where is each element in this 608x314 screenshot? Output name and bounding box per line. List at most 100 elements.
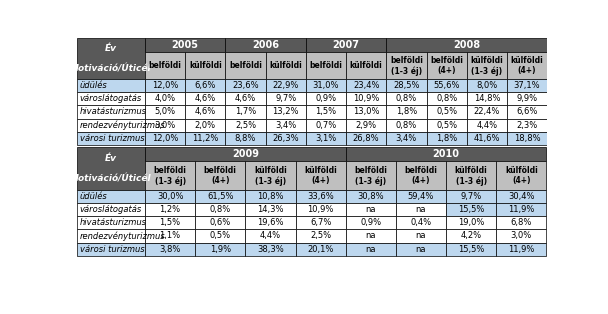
Text: belföldi
(1-3 éj): belföldi (1-3 éj) [154,165,187,186]
Bar [195,230,246,242]
Text: 2,0%: 2,0% [195,121,216,130]
Bar [346,106,386,118]
Text: 0,8%: 0,8% [436,95,457,103]
Text: külföldi
(1-3 éj): külföldi (1-3 éj) [471,56,503,76]
Bar [427,92,467,106]
Bar [295,230,346,242]
Bar [427,106,467,118]
Text: 12,0%: 12,0% [152,81,178,90]
Bar [446,190,496,203]
Text: 2,3%: 2,3% [516,121,537,130]
Bar [446,242,496,256]
Text: 23,4%: 23,4% [353,81,379,90]
Bar [185,92,226,106]
Bar [507,79,547,92]
Bar [295,203,346,216]
Text: 11,2%: 11,2% [192,134,218,143]
Text: belföldi: belföldi [229,61,262,70]
Text: 0,8%: 0,8% [396,121,417,130]
Text: 14,8%: 14,8% [474,95,500,103]
Bar [145,79,185,92]
Text: 0,4%: 0,4% [410,218,432,227]
Bar [346,161,396,190]
Text: 0,9%: 0,9% [360,218,381,227]
Text: 59,4%: 59,4% [408,192,434,201]
Text: 2006: 2006 [252,41,279,50]
Text: 0,7%: 0,7% [316,121,337,130]
Text: 3,8%: 3,8% [159,245,181,253]
Bar [467,79,507,92]
Bar [507,106,547,118]
Bar [427,132,467,145]
Text: 4,4%: 4,4% [260,231,281,241]
Bar [306,132,346,145]
Bar [386,106,427,118]
Text: 4,4%: 4,4% [476,121,497,130]
Bar [306,106,346,118]
Bar [306,92,346,106]
Bar [386,52,427,79]
Text: 10,8%: 10,8% [257,192,284,201]
Bar [346,216,396,230]
Bar [246,242,295,256]
Bar [346,147,547,161]
Text: belföldi
(4+): belföldi (4+) [430,56,463,75]
Text: hivatásturizmus: hivatásturizmus [80,107,147,116]
Bar [77,118,145,132]
Text: 6,8%: 6,8% [511,218,532,227]
Bar [346,203,396,216]
Text: 4,2%: 4,2% [461,231,482,241]
Bar [386,79,427,92]
Bar [427,52,467,79]
Text: 11,9%: 11,9% [508,205,534,214]
Bar [246,203,295,216]
Bar [226,118,266,132]
Bar [145,161,195,190]
Text: hivatásturizmus: hivatásturizmus [80,218,147,227]
Text: Év

Motiváció/Úticél: Év Motiváció/Úticél [70,44,151,74]
Text: 33,6%: 33,6% [307,192,334,201]
Bar [306,38,386,52]
Bar [195,242,246,256]
Bar [295,161,346,190]
Text: 20,1%: 20,1% [308,245,334,253]
Text: külföldi: külföldi [269,61,302,70]
Text: 2,5%: 2,5% [235,121,256,130]
Text: 2,9%: 2,9% [356,121,377,130]
Bar [346,79,386,92]
Text: 8,8%: 8,8% [235,134,256,143]
Text: 0,5%: 0,5% [436,121,457,130]
Bar [77,79,145,92]
Bar [145,147,346,161]
Bar [145,38,226,52]
Bar [145,190,195,203]
Bar [77,190,145,203]
Text: üdülés: üdülés [80,192,108,201]
Bar [496,242,547,256]
Bar [467,132,507,145]
Text: na: na [416,245,426,253]
Text: 19,6%: 19,6% [257,218,284,227]
Bar [145,216,195,230]
Text: külföldi
(1-3 éj): külföldi (1-3 éj) [455,165,488,186]
Text: 1,8%: 1,8% [436,134,457,143]
Text: 0,9%: 0,9% [316,95,337,103]
Bar [507,92,547,106]
Text: 3,0%: 3,0% [154,121,176,130]
Bar [195,216,246,230]
Bar [195,203,246,216]
Text: 30,8%: 30,8% [358,192,384,201]
Bar [496,230,547,242]
Text: 1,5%: 1,5% [316,107,337,116]
Text: 28,5%: 28,5% [393,81,420,90]
Bar [346,230,396,242]
Text: külföldi
(4+): külföldi (4+) [505,166,537,185]
Bar [295,242,346,256]
Text: 13,2%: 13,2% [272,107,299,116]
Text: 4,6%: 4,6% [195,95,216,103]
Bar [496,203,547,216]
Bar [396,190,446,203]
Text: 6,6%: 6,6% [516,107,538,116]
Bar [386,92,427,106]
Bar [346,190,396,203]
